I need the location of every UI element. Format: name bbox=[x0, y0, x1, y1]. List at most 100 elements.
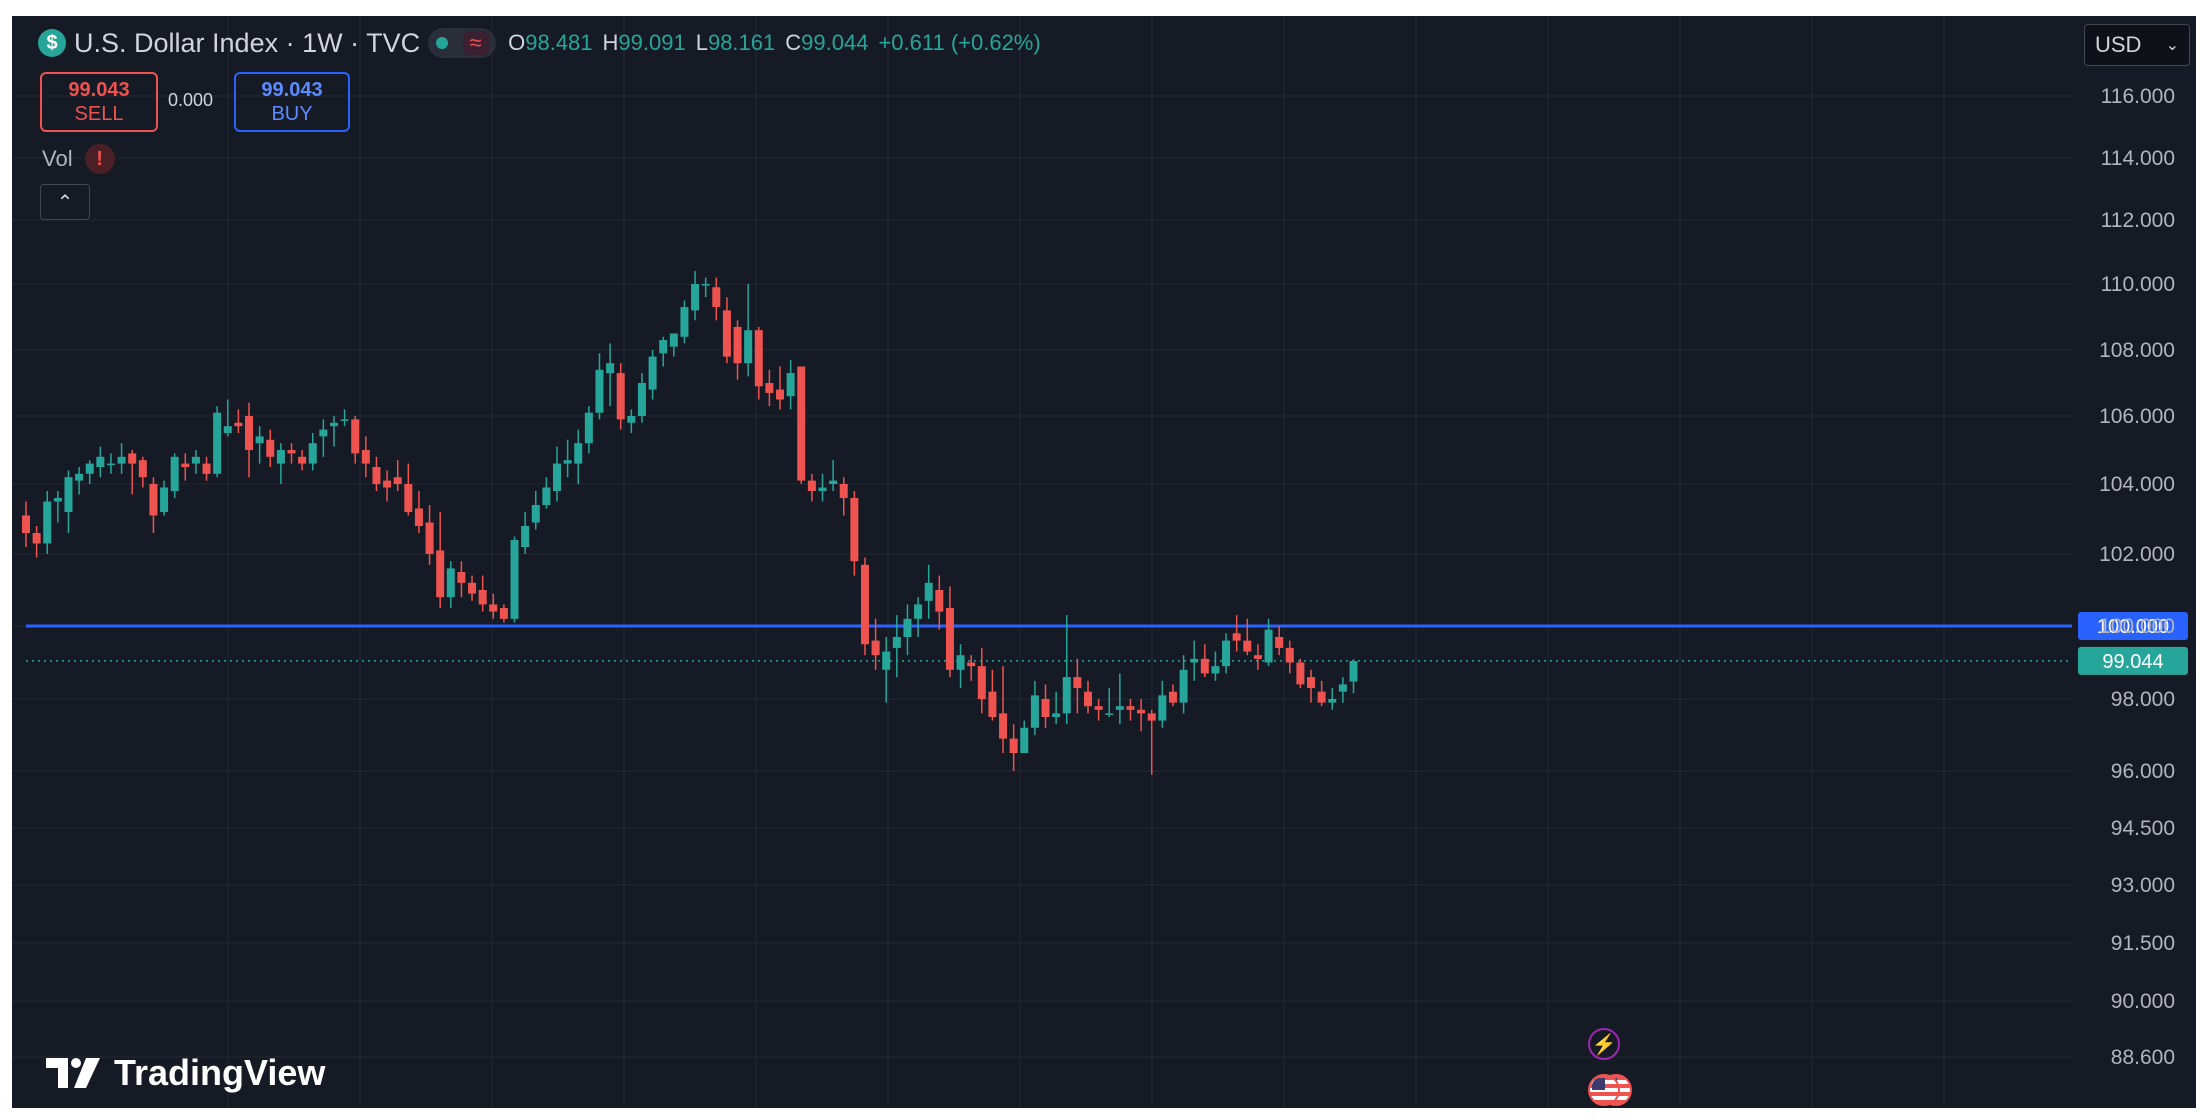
candle-body bbox=[202, 463, 211, 474]
candle-body bbox=[701, 284, 710, 286]
candle-body bbox=[351, 419, 360, 454]
tradingview-logo[interactable]: TradingView bbox=[46, 1052, 325, 1094]
candle-body bbox=[860, 564, 869, 645]
candle-body bbox=[1179, 669, 1188, 703]
candle-body bbox=[563, 460, 572, 464]
collapse-button[interactable]: ⌃ bbox=[40, 184, 90, 220]
candle-body bbox=[510, 540, 519, 619]
candle-body bbox=[191, 456, 200, 464]
candle-body bbox=[1030, 695, 1039, 728]
y-tick-label: 96.000 bbox=[2111, 760, 2175, 783]
candle-body bbox=[648, 356, 657, 390]
candle-body bbox=[892, 636, 901, 648]
candle-body bbox=[722, 310, 731, 357]
economic-events[interactable] bbox=[1586, 1074, 1638, 1108]
candle-body bbox=[372, 467, 381, 484]
price-axis: 116.000 114.000 112.000 110.000 108.000 106.0… bbox=[2099, 85, 2175, 1069]
chevron-up-icon: ⌃ bbox=[56, 191, 74, 214]
candle-body bbox=[765, 383, 774, 393]
candle-body bbox=[935, 590, 944, 612]
candle-body bbox=[64, 477, 73, 512]
candle-body bbox=[393, 477, 402, 484]
candle-body bbox=[1328, 699, 1337, 703]
lightning-icon[interactable]: ⚡ bbox=[1588, 1028, 1620, 1060]
candle-body bbox=[531, 505, 540, 523]
candle-body bbox=[627, 416, 636, 423]
spread-value: 0.000 bbox=[168, 90, 214, 110]
candle-body bbox=[1307, 677, 1316, 689]
y-tick-label: 108.000 bbox=[2099, 339, 2175, 362]
candle-body bbox=[637, 383, 646, 416]
candle-body bbox=[425, 522, 434, 554]
sell-label: SELL bbox=[74, 103, 124, 125]
candle-body bbox=[1041, 699, 1050, 717]
candle-body bbox=[1338, 684, 1347, 692]
price-change: +0.611 (+0.62%) bbox=[878, 30, 1041, 55]
candle-body bbox=[22, 515, 30, 533]
candle-body bbox=[457, 572, 466, 583]
candle-body bbox=[1349, 661, 1358, 682]
y-tick-label: 116.000 bbox=[2101, 85, 2175, 108]
grid-lines bbox=[12, 16, 2072, 1108]
candle-body bbox=[128, 453, 137, 464]
candle-body bbox=[53, 498, 62, 502]
volume-indicator[interactable]: Vol ! bbox=[42, 144, 115, 174]
candle-body bbox=[1147, 713, 1156, 721]
ohlc-values: O98.481 H99.091 L98.161 C99.044 +0.611 (… bbox=[508, 30, 1041, 55]
us-flag-icon[interactable] bbox=[1588, 1074, 1620, 1106]
candle-body bbox=[1232, 633, 1241, 641]
y-tick-label: 114.000 bbox=[2101, 147, 2175, 170]
candle-body bbox=[1317, 691, 1326, 703]
warning-icon[interactable]: ! bbox=[84, 144, 115, 174]
y-tick-label: 98.000 bbox=[2111, 688, 2175, 711]
candle-body bbox=[574, 443, 583, 464]
candle-body bbox=[829, 480, 838, 484]
candle-body bbox=[776, 389, 785, 400]
currency-select[interactable]: USD ⌄ bbox=[2084, 24, 2190, 66]
y-tick-label: 90.000 bbox=[2111, 990, 2175, 1013]
candlestick-chart[interactable]: 100.000 99.044 116.000 114.000 112.000 110.0… bbox=[12, 16, 2196, 1108]
candle-body bbox=[584, 412, 593, 444]
y-tick-label: 102.000 bbox=[2099, 543, 2175, 566]
candle-body bbox=[1253, 655, 1262, 659]
buy-label: BUY bbox=[271, 103, 313, 125]
candle-body bbox=[446, 568, 455, 598]
dollar-symbol-icon[interactable]: $ bbox=[38, 29, 66, 57]
candle-body bbox=[1073, 677, 1082, 689]
chart-frame[interactable]: 100.000 99.044 116.000 114.000 112.000 110.0… bbox=[12, 16, 2196, 1108]
buy-price: 99.043 bbox=[261, 79, 323, 101]
candle-body bbox=[106, 463, 115, 466]
market-status-pill[interactable]: ≈ bbox=[428, 28, 497, 58]
candle-body bbox=[149, 484, 158, 516]
candle-body bbox=[733, 326, 742, 364]
candle-body bbox=[85, 463, 94, 474]
candle-body bbox=[340, 419, 349, 421]
currency-value: USD bbox=[2095, 32, 2142, 57]
symbol-title[interactable]: U.S. Dollar Index · 1W · TVC bbox=[74, 27, 421, 58]
candle-body bbox=[754, 330, 763, 387]
candle-body bbox=[298, 456, 307, 464]
y-tick-label: 110.000 bbox=[2101, 273, 2175, 296]
y-tick-label: 106.000 bbox=[2099, 405, 2175, 428]
candle-body bbox=[319, 429, 328, 437]
candle-body bbox=[977, 666, 986, 699]
market-open-dot-icon bbox=[435, 37, 448, 49]
y-tick-label: 93.000 bbox=[2111, 874, 2175, 897]
candle-body bbox=[1168, 691, 1177, 703]
candle-body bbox=[245, 416, 254, 450]
candle-body bbox=[468, 582, 477, 594]
candle-body bbox=[988, 691, 997, 717]
candle-body bbox=[1285, 647, 1294, 663]
candle-body bbox=[1222, 640, 1231, 667]
candle-body bbox=[383, 480, 392, 488]
y-tick-label: 112.000 bbox=[2101, 209, 2175, 232]
wave-icon: ≈ bbox=[462, 31, 489, 55]
candle-body bbox=[1062, 677, 1071, 714]
buy-button[interactable]: 99.043 BUY bbox=[234, 72, 350, 132]
candle-body bbox=[956, 655, 965, 670]
sell-button[interactable]: 99.043 SELL bbox=[40, 72, 158, 132]
chevron-down-icon: ⌄ bbox=[2165, 37, 2179, 54]
price-line-badge bbox=[2078, 612, 2188, 640]
chart-header: $ U.S. Dollar Index · 1W · TVC ≈ O98.481… bbox=[38, 26, 1041, 60]
candle-body bbox=[945, 608, 954, 670]
